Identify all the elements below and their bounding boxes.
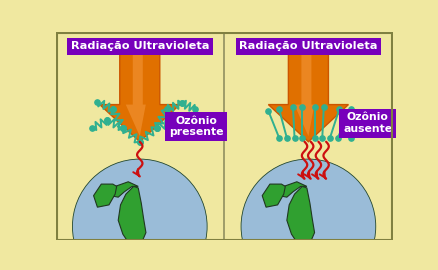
Text: Ozônio
presente: Ozônio presente [169, 116, 223, 137]
Text: Radiação Ultravioleta: Radiação Ultravioleta [239, 41, 378, 51]
Polygon shape [287, 186, 314, 248]
Polygon shape [110, 182, 138, 197]
Text: Ozônio
ausente: Ozônio ausente [343, 113, 392, 134]
Polygon shape [126, 44, 146, 136]
Polygon shape [268, 44, 349, 142]
Polygon shape [100, 44, 180, 142]
Polygon shape [294, 44, 314, 136]
Circle shape [240, 159, 376, 270]
Polygon shape [262, 184, 285, 207]
Polygon shape [94, 184, 117, 207]
Text: Radiação Ultravioleta: Radiação Ultravioleta [71, 41, 209, 51]
Polygon shape [279, 182, 307, 197]
Circle shape [72, 159, 208, 270]
Polygon shape [118, 186, 146, 248]
